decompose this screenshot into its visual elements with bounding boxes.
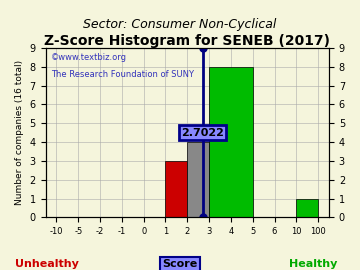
Text: Sector: Consumer Non-Cyclical: Sector: Consumer Non-Cyclical bbox=[83, 18, 277, 31]
Bar bbox=[209, 67, 253, 217]
Text: ©www.textbiz.org: ©www.textbiz.org bbox=[51, 53, 127, 62]
Title: Z-Score Histogram for SENEB (2017): Z-Score Histogram for SENEB (2017) bbox=[44, 34, 330, 48]
Text: Score: Score bbox=[162, 259, 198, 269]
Bar bbox=[166, 161, 187, 217]
Text: 2.7022: 2.7022 bbox=[181, 128, 224, 138]
Bar bbox=[187, 142, 209, 217]
Text: The Research Foundation of SUNY: The Research Foundation of SUNY bbox=[51, 70, 194, 79]
Bar bbox=[296, 198, 318, 217]
Text: Healthy: Healthy bbox=[289, 259, 337, 269]
Text: Unhealthy: Unhealthy bbox=[15, 259, 79, 269]
Y-axis label: Number of companies (16 total): Number of companies (16 total) bbox=[15, 60, 24, 205]
